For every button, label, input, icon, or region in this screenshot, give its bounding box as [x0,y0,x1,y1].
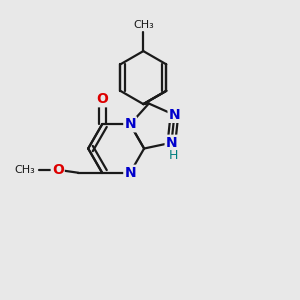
Text: N: N [124,166,136,180]
Text: N: N [166,136,177,150]
Text: O: O [52,163,64,177]
Text: CH₃: CH₃ [133,20,154,31]
Text: O: O [96,92,108,106]
Text: N: N [124,117,136,131]
Text: N: N [169,108,180,122]
Text: CH₃: CH₃ [15,165,36,175]
Text: H: H [168,149,178,163]
